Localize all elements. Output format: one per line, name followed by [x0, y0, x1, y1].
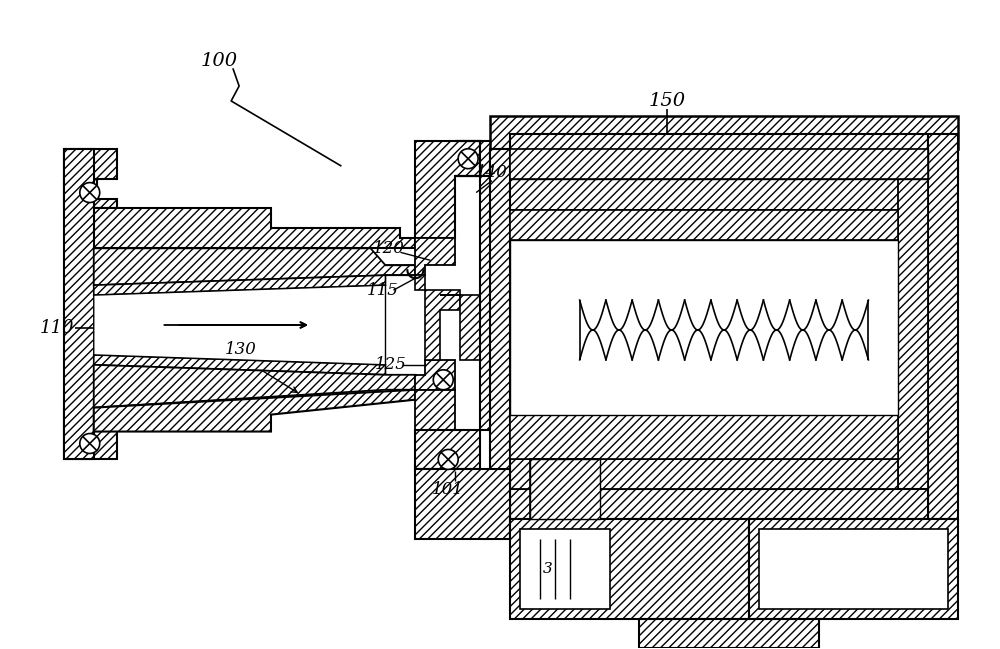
Polygon shape	[415, 469, 510, 539]
Polygon shape	[639, 618, 819, 648]
Polygon shape	[64, 430, 117, 459]
Polygon shape	[928, 134, 958, 519]
Text: 120: 120	[373, 240, 404, 257]
Polygon shape	[530, 459, 600, 519]
Polygon shape	[520, 529, 610, 609]
Polygon shape	[94, 275, 385, 295]
Text: 3: 3	[543, 562, 553, 576]
Polygon shape	[510, 415, 898, 459]
Text: 101: 101	[432, 481, 464, 498]
Polygon shape	[898, 178, 928, 489]
Circle shape	[433, 370, 453, 389]
Polygon shape	[415, 275, 425, 290]
Polygon shape	[425, 290, 460, 360]
Polygon shape	[64, 178, 117, 208]
Polygon shape	[94, 285, 385, 365]
Polygon shape	[415, 360, 455, 389]
Polygon shape	[530, 459, 600, 519]
Text: 125: 125	[375, 356, 406, 373]
Text: 150: 150	[649, 92, 686, 110]
Polygon shape	[64, 149, 117, 178]
Polygon shape	[510, 149, 928, 178]
Text: 110: 110	[40, 319, 74, 337]
Polygon shape	[415, 141, 480, 238]
Text: 115: 115	[367, 282, 398, 299]
Polygon shape	[455, 176, 510, 430]
Polygon shape	[94, 355, 385, 374]
Polygon shape	[510, 519, 749, 618]
Polygon shape	[510, 149, 928, 178]
Polygon shape	[94, 389, 415, 432]
Polygon shape	[749, 519, 958, 618]
Polygon shape	[64, 408, 117, 430]
Polygon shape	[490, 149, 510, 519]
Polygon shape	[94, 208, 415, 249]
Polygon shape	[440, 295, 480, 360]
Polygon shape	[415, 430, 480, 469]
Polygon shape	[64, 149, 97, 459]
Polygon shape	[510, 459, 898, 489]
Polygon shape	[490, 134, 958, 178]
Polygon shape	[455, 141, 510, 176]
Circle shape	[80, 182, 100, 202]
Circle shape	[80, 434, 100, 454]
Polygon shape	[415, 389, 455, 430]
Text: 100: 100	[201, 52, 238, 70]
Polygon shape	[94, 249, 415, 285]
Polygon shape	[759, 529, 948, 609]
Text: 130: 130	[225, 341, 257, 358]
Polygon shape	[510, 210, 898, 240]
Polygon shape	[510, 178, 928, 210]
Text: 140: 140	[476, 164, 508, 181]
Polygon shape	[490, 116, 958, 149]
Polygon shape	[490, 489, 928, 519]
Circle shape	[438, 450, 458, 469]
Polygon shape	[94, 365, 415, 408]
Polygon shape	[415, 238, 455, 275]
Polygon shape	[510, 240, 898, 415]
Circle shape	[458, 149, 478, 169]
